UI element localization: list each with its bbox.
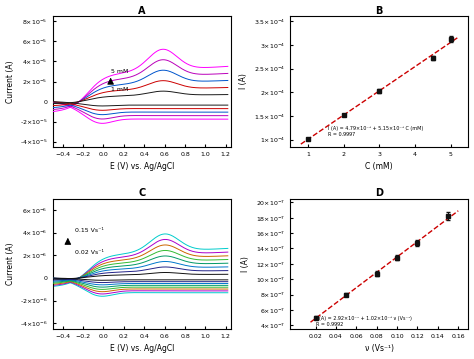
Text: 1 mM: 1 mM xyxy=(110,87,128,92)
Y-axis label: Current (A): Current (A) xyxy=(6,60,15,103)
X-axis label: E (V) vs. Ag/AgCl: E (V) vs. Ag/AgCl xyxy=(109,162,174,171)
Text: I (A) = 2.92×10⁻⁷ + 1.02×10⁻⁵ ν (Vs⁻¹)
R = 0.9992: I (A) = 2.92×10⁻⁷ + 1.02×10⁻⁵ ν (Vs⁻¹) R… xyxy=(316,316,411,327)
Text: 0.02 Vs⁻¹: 0.02 Vs⁻¹ xyxy=(75,250,104,255)
Text: 5 mM: 5 mM xyxy=(110,69,128,74)
Title: A: A xyxy=(138,5,146,15)
Title: D: D xyxy=(375,188,383,198)
Title: B: B xyxy=(375,5,383,15)
Y-axis label: I (A): I (A) xyxy=(241,256,250,272)
X-axis label: ν (Vs⁻¹): ν (Vs⁻¹) xyxy=(365,344,394,354)
Text: 0.15 Vs⁻¹: 0.15 Vs⁻¹ xyxy=(75,228,104,233)
Title: C: C xyxy=(138,188,146,198)
X-axis label: E (V) vs. Ag/AgCl: E (V) vs. Ag/AgCl xyxy=(109,344,174,354)
Y-axis label: I (A): I (A) xyxy=(239,74,248,89)
Y-axis label: Current (A): Current (A) xyxy=(6,243,15,285)
Text: I (A) = 4.79×10⁻⁵ + 5.15×10⁻⁵ C (mM)
R = 0.9997: I (A) = 4.79×10⁻⁵ + 5.15×10⁻⁵ C (mM) R =… xyxy=(328,126,423,137)
X-axis label: C (mM): C (mM) xyxy=(365,162,393,171)
